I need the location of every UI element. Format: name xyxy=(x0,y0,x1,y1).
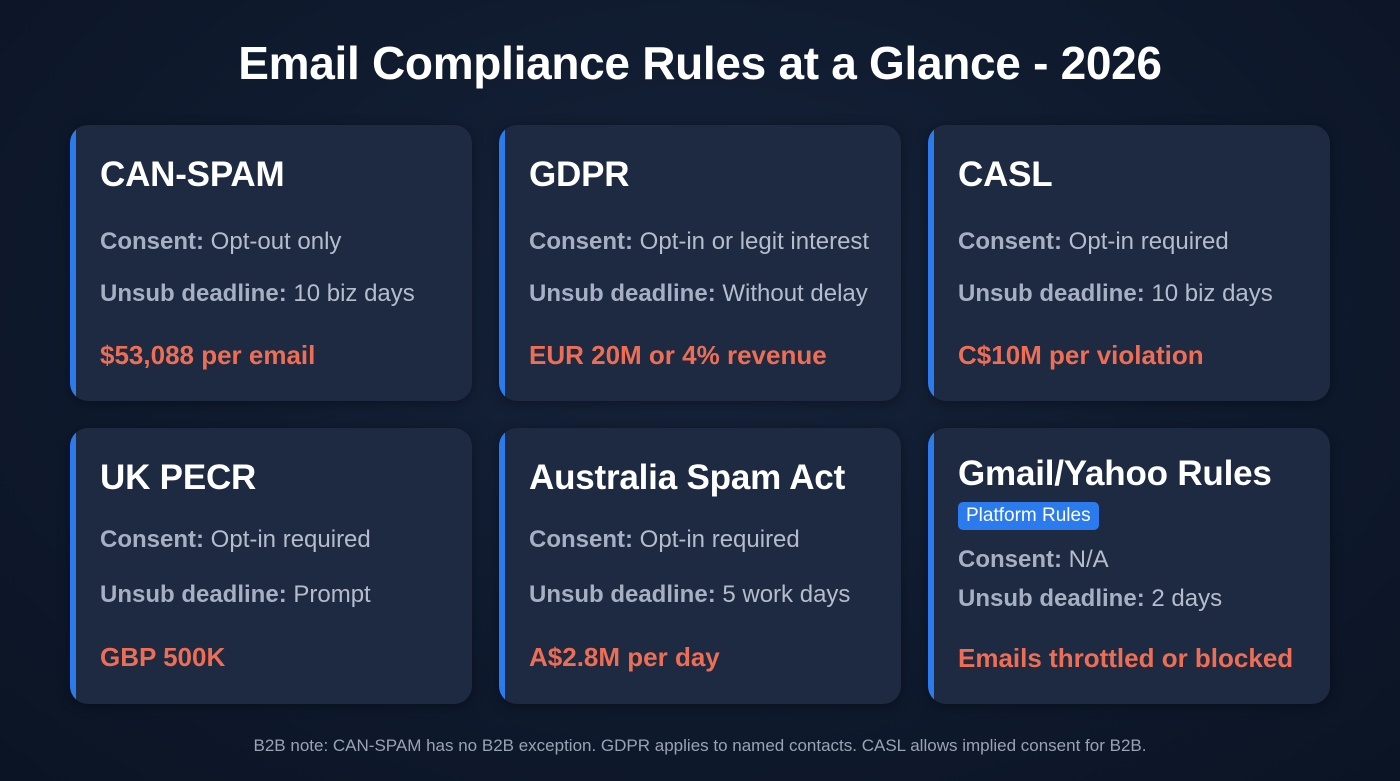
page-title: Email Compliance Rules at a Glance - 202… xyxy=(238,37,1162,89)
unsub-row: Unsub deadline: 10 biz days xyxy=(958,280,1273,308)
consent-row: Consent: Opt-in required xyxy=(529,526,800,554)
card-australia-spam-act: Australia Spam Act Consent: Opt-in requi… xyxy=(499,428,901,704)
card-title: CAN-SPAM xyxy=(100,155,285,194)
unsub-label: Unsub deadline: xyxy=(958,585,1145,612)
card-title: UK PECR xyxy=(100,458,257,497)
consent-value: Opt-in or legit interest xyxy=(639,228,870,255)
unsub-value: 10 biz days xyxy=(1151,280,1273,307)
penalty-text: Emails throttled or blocked xyxy=(958,643,1294,673)
consent-value: N/A xyxy=(1068,546,1109,573)
consent-row: Consent: Opt-in required xyxy=(958,228,1229,256)
unsub-label: Unsub deadline: xyxy=(958,280,1145,307)
consent-label: Consent: xyxy=(958,546,1062,573)
unsub-row: Unsub deadline: Without delay xyxy=(529,280,868,308)
unsub-row: Unsub deadline: Prompt xyxy=(100,581,371,609)
consent-label: Consent: xyxy=(958,228,1062,255)
penalty-text: C$10M per violation xyxy=(958,340,1204,370)
consent-value: Opt-in required xyxy=(1068,228,1229,255)
card-title: Australia Spam Act xyxy=(529,458,846,497)
penalty-text: $53,088 per email xyxy=(100,340,316,370)
unsub-value: 2 days xyxy=(1151,585,1223,612)
footer-note: B2B note: CAN-SPAM has no B2B exception.… xyxy=(253,736,1147,755)
unsub-row: Unsub deadline: 5 work days xyxy=(529,581,850,609)
card-title: CASL xyxy=(958,155,1053,194)
consent-label: Consent: xyxy=(529,228,633,255)
card-uk-pecr: UK PECR Consent: Opt-in required Unsub d… xyxy=(70,428,472,704)
unsub-value: Prompt xyxy=(293,581,371,608)
consent-row: Consent: Opt-in or legit interest xyxy=(529,228,869,256)
unsub-label: Unsub deadline: xyxy=(100,581,287,608)
consent-row: Consent: Opt-out only xyxy=(100,228,341,256)
card-gmail-yahoo-rules: Gmail/Yahoo Rules Platform Rules Consent… xyxy=(928,428,1330,704)
card-can-spam: CAN-SPAM Consent: Opt-out only Unsub dea… xyxy=(70,125,472,401)
platform-rules-badge: Platform Rules xyxy=(958,502,1099,530)
consent-value: Opt-in required xyxy=(210,526,371,553)
consent-value: Opt-out only xyxy=(210,228,342,255)
card-title: Gmail/Yahoo Rules xyxy=(958,454,1272,493)
card-title: GDPR xyxy=(529,155,630,194)
unsub-row: Unsub deadline: 10 biz days xyxy=(100,280,415,308)
penalty-text: A$2.8M per day xyxy=(529,642,720,672)
consent-label: Consent: xyxy=(100,228,204,255)
penalty-text: EUR 20M or 4% revenue xyxy=(529,340,827,370)
unsub-label: Unsub deadline: xyxy=(529,280,716,307)
consent-row: Consent: Opt-in required xyxy=(100,526,371,554)
unsub-value: Without delay xyxy=(722,280,868,307)
penalty-text: GBP 500K xyxy=(100,642,226,672)
card-casl: CASL Consent: Opt-in required Unsub dead… xyxy=(928,125,1330,401)
consent-label: Consent: xyxy=(529,526,633,553)
unsub-value: 10 biz days xyxy=(293,280,415,307)
unsub-row: Unsub deadline: 2 days xyxy=(958,585,1222,613)
consent-label: Consent: xyxy=(100,526,204,553)
card-gdpr: GDPR Consent: Opt-in or legit interest U… xyxy=(499,125,901,401)
unsub-label: Unsub deadline: xyxy=(100,280,287,307)
unsub-label: Unsub deadline: xyxy=(529,581,716,608)
unsub-value: 5 work days xyxy=(722,581,851,608)
consent-row: Consent: N/A xyxy=(958,546,1109,574)
consent-value: Opt-in required xyxy=(639,526,800,553)
